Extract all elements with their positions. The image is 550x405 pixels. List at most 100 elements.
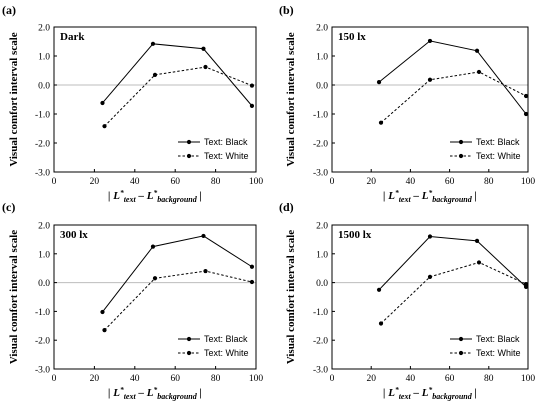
- x-tick-label: 40: [130, 374, 140, 384]
- panel-label: (b): [279, 3, 294, 17]
- legend-marker: [458, 336, 464, 342]
- y-tick-label: 2.0: [316, 222, 328, 232]
- x-tick-label: 40: [406, 374, 416, 384]
- legend-marker: [186, 336, 192, 342]
- data-point: [378, 120, 384, 125]
- chart-title: 300 lx: [60, 229, 88, 241]
- y-tick-label: 0.0: [38, 82, 50, 92]
- data-point: [427, 274, 433, 279]
- data-point: [474, 238, 480, 243]
- y-tick-label: -1.0: [35, 308, 50, 318]
- panel-label: (c): [2, 200, 15, 214]
- legend-marker: [458, 350, 464, 356]
- data-point: [476, 69, 482, 75]
- y-tick-label: -1.0: [313, 111, 328, 121]
- chart-panel-1: (a) Dark -3.0 -2.0 -1.0 0.0 1.0 2.0 0 20 40 60 80 100…: [2, 3, 263, 204]
- data-point: [100, 100, 105, 106]
- legend-entry-label: Text: Black: [204, 334, 248, 344]
- data-point: [427, 234, 433, 239]
- panel-label: (a): [2, 3, 16, 17]
- x-tick-label: 20: [90, 177, 100, 187]
- x-axis-label: | L*text – L*background |: [383, 188, 477, 204]
- y-tick-label: 0.0: [316, 82, 328, 92]
- series-line-white: [380, 71, 527, 124]
- plot-frame: [53, 26, 257, 173]
- legend-entry-label: Text: White: [476, 348, 521, 358]
- legend-marker: [458, 153, 464, 159]
- x-axis-label: | L*text – L*background |: [108, 385, 202, 401]
- chart-panel-4: (d) 1500 lx -3.0 -2.0 -1.0 0.0 1.0 2.0 0 20 40 60 80…: [279, 200, 535, 401]
- data-point: [249, 103, 255, 108]
- data-point: [152, 72, 158, 77]
- data-point: [201, 46, 206, 51]
- data-point: [102, 124, 107, 129]
- legend-marker: [186, 153, 192, 159]
- data-point: [378, 321, 384, 326]
- x-tick-label: 60: [445, 177, 455, 187]
- x-tick-label: 80: [484, 177, 494, 187]
- data-point: [523, 281, 529, 287]
- series-line-black: [102, 235, 253, 313]
- data-point: [249, 279, 255, 285]
- y-tick-label: -3.0: [35, 366, 50, 376]
- legend-entry-label: Text: White: [204, 348, 249, 358]
- data-point: [427, 38, 433, 44]
- data-point: [150, 41, 156, 46]
- x-tick-label: 0: [330, 374, 335, 384]
- chart-title: 1500 lx: [338, 229, 372, 241]
- data-point: [476, 260, 482, 265]
- y-tick-label: 2.0: [316, 24, 328, 34]
- data-point: [201, 233, 206, 239]
- data-point: [203, 64, 208, 70]
- data-point: [376, 287, 382, 292]
- legend-entry-label: Text: Black: [204, 137, 248, 147]
- y-axis-label: Visual comfort interval scale: [8, 230, 20, 364]
- chart-panel-3: (c) 300 lx -3.0 -2.0 -1.0 0.0 1.0 2.0 0 20 40 60 80 1…: [2, 200, 263, 401]
- series-line-white: [104, 66, 253, 127]
- x-tick-label: 60: [170, 374, 180, 384]
- data-point: [474, 48, 480, 53]
- chart-title: 150 lx: [338, 31, 366, 43]
- x-axis-label: | L*text – L*background |: [108, 188, 202, 204]
- x-tick-label: 80: [484, 374, 494, 384]
- data-point: [102, 328, 107, 333]
- x-tick-label: 40: [130, 177, 140, 187]
- x-tick-label: 0: [330, 177, 335, 187]
- x-tick-label: 60: [445, 374, 455, 384]
- x-tick-label: 0: [52, 374, 57, 384]
- y-tick-label: 1.0: [316, 53, 328, 63]
- x-tick-label: 100: [249, 177, 264, 187]
- data-point: [523, 284, 529, 290]
- y-axis-label: Visual comfort interval scale: [285, 230, 297, 364]
- legend-entry-label: Text: White: [204, 151, 249, 161]
- y-tick-label: -2.0: [313, 337, 328, 347]
- legend-marker: [186, 139, 192, 145]
- y-tick-label: 1.0: [38, 250, 50, 260]
- plot-frame: [53, 224, 257, 370]
- y-axis-label: Visual comfort interval scale: [285, 32, 297, 166]
- legend-entry-label: Text: Black: [476, 137, 520, 147]
- y-tick-label: -1.0: [313, 308, 328, 318]
- x-tick-label: 100: [521, 177, 536, 187]
- panel-label: (d): [279, 200, 294, 214]
- y-tick-label: 2.0: [38, 222, 50, 232]
- x-tick-label: 40: [406, 177, 416, 187]
- data-point: [152, 276, 158, 281]
- series-line-black: [102, 43, 253, 107]
- y-tick-label: 2.0: [38, 24, 50, 34]
- series-line-black: [378, 236, 527, 291]
- y-tick-label: -3.0: [313, 169, 328, 179]
- y-tick-label: 0.0: [38, 279, 50, 289]
- plot-frame: [331, 224, 529, 370]
- x-tick-label: 20: [366, 374, 376, 384]
- data-point: [100, 309, 105, 315]
- series-line-white: [380, 261, 527, 324]
- x-axis-label: | L*text – L*background |: [383, 385, 477, 401]
- chart-panel-2: (b) 150 lx -3.0 -2.0 -1.0 0.0 1.0 2.0 0 20 40 60 80 1…: [279, 3, 535, 204]
- data-point: [427, 77, 433, 82]
- y-tick-label: -2.0: [313, 140, 328, 150]
- legend-entry-label: Text: White: [476, 151, 521, 161]
- series-line-white: [104, 270, 253, 331]
- data-point: [523, 111, 529, 117]
